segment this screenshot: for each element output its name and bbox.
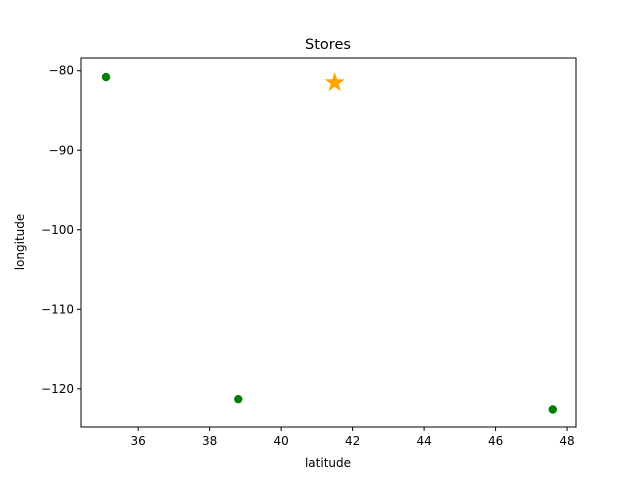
y-tick-label: −100 [41,223,74,237]
y-tick-label: −80 [49,64,74,78]
star-marker [324,72,345,92]
x-axis: 36 38 40 42 44 46 48 [131,427,575,448]
x-tick-label: 44 [416,434,431,448]
x-tick-label: 38 [202,434,217,448]
x-tick-label: 40 [274,434,289,448]
x-tick-label: 48 [559,434,574,448]
y-axis-label: longitude [13,214,27,271]
y-axis: −80 −90 −100 −110 −120 [41,64,81,396]
x-tick-label: 42 [345,434,360,448]
x-tick-label: 46 [488,434,503,448]
x-tick-label: 36 [131,434,146,448]
store-point [101,72,111,82]
y-tick-label: −120 [41,382,74,396]
store-point [234,394,243,404]
y-tick-label: −110 [41,302,74,316]
x-axis-label: latitude [305,456,351,470]
y-tick-label: −90 [49,143,74,157]
axes-frame [80,57,577,428]
plot-area [80,57,577,428]
data-points [101,72,557,414]
store-point [548,405,557,414]
chart-title: Stores [305,37,351,53]
